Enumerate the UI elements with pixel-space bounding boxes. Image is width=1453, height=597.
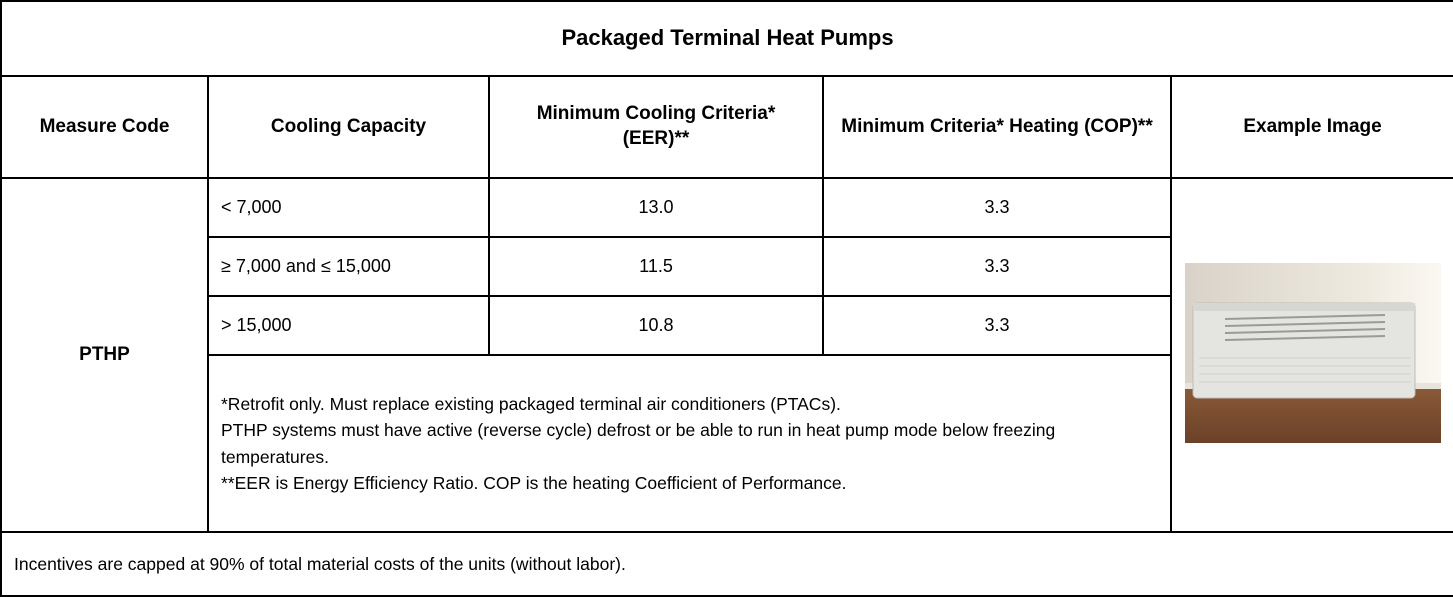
title-row: Packaged Terminal Heat Pumps [1, 1, 1453, 76]
cell: < 7,000 [208, 178, 489, 237]
cell: 3.3 [823, 296, 1171, 355]
footer-row: Incentives are capped at 90% of total ma… [1, 532, 1453, 596]
cell: 3.3 [823, 178, 1171, 237]
cell: 3.3 [823, 237, 1171, 296]
cell: > 15,000 [208, 296, 489, 355]
cell: 13.0 [489, 178, 823, 237]
page: Packaged Terminal Heat Pumps Measure Cod… [0, 0, 1453, 594]
note: *Retrofit only. Must replace existing pa… [221, 391, 1158, 417]
example-image-cell [1171, 178, 1453, 532]
header-cell: Cooling Capacity [208, 76, 489, 178]
measure-code: PTHP [1, 178, 208, 532]
example-image [1185, 263, 1441, 443]
footer: Incentives are capped at 90% of total ma… [1, 532, 1453, 596]
header-row: Measure Code Cooling Capacity Minimum Co… [1, 76, 1453, 178]
header-cell: Measure Code [1, 76, 208, 178]
note: **EER is Energy Efficiency Ratio. COP is… [221, 470, 1158, 496]
cell: 10.8 [489, 296, 823, 355]
notes-cell: *Retrofit only. Must replace existing pa… [208, 355, 1171, 532]
header-cell: Example Image [1171, 76, 1453, 178]
note: PTHP systems must have active (reverse c… [221, 417, 1158, 470]
header-cell: Minimum Cooling Criteria* (EER)** [489, 76, 823, 178]
measure-table: Packaged Terminal Heat Pumps Measure Cod… [0, 0, 1453, 597]
data-row: PTHP < 7,000 13.0 3.3 [1, 178, 1453, 237]
header-cell: Minimum Criteria* Heating (COP)** [823, 76, 1171, 178]
table-title: Packaged Terminal Heat Pumps [1, 1, 1453, 76]
cell: ≥ 7,000 and ≤ 15,000 [208, 237, 489, 296]
cell: 11.5 [489, 237, 823, 296]
